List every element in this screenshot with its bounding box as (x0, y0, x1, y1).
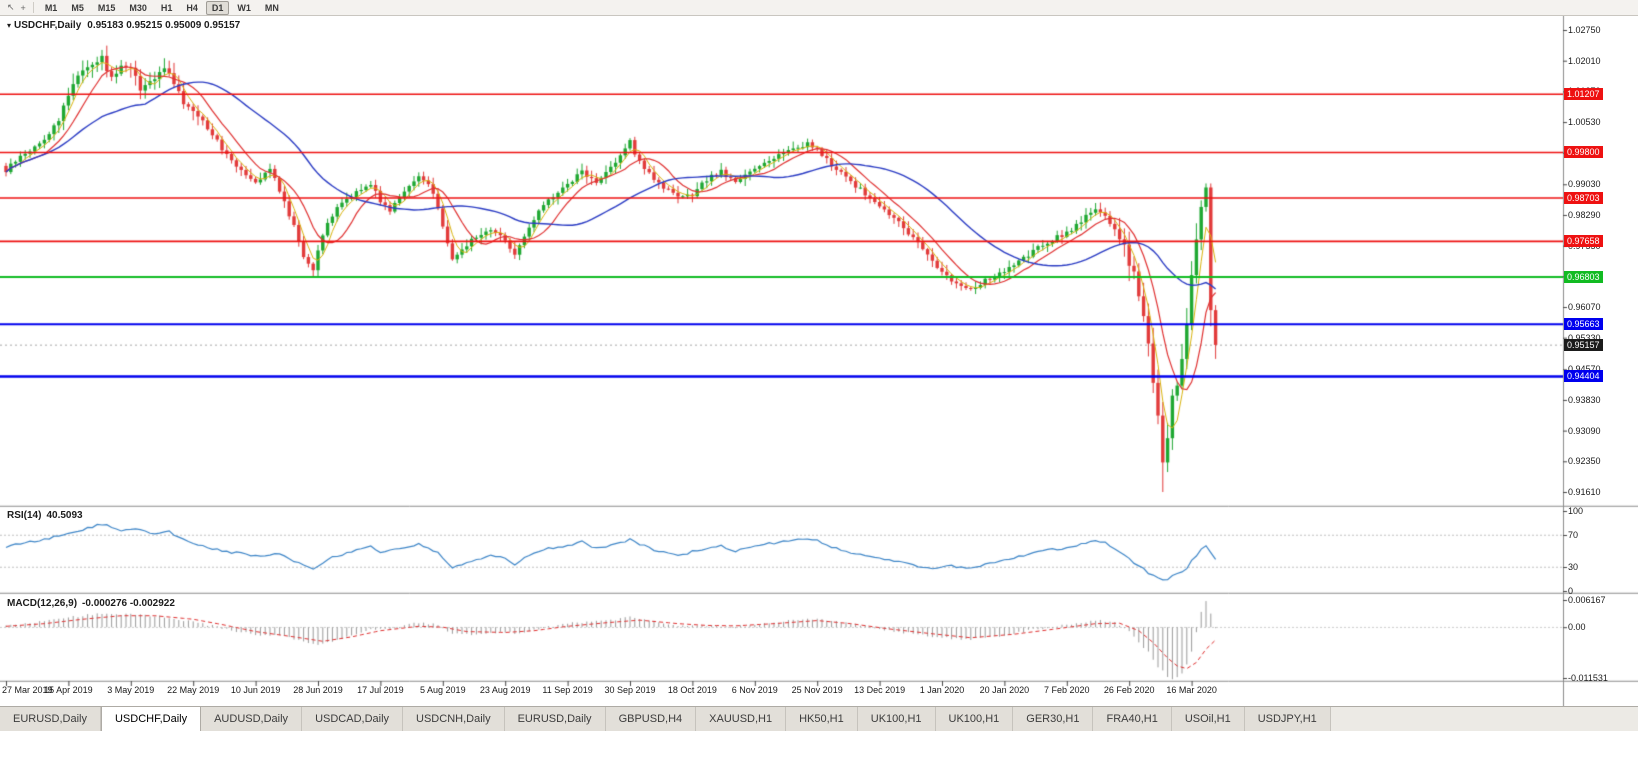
timeframe-button-m1[interactable]: M1 (44, 2, 58, 13)
date-axis-label: 1 Jan 2020 (919, 685, 965, 695)
chart-tab-hk50-h1[interactable]: HK50,H1 (786, 707, 858, 731)
rsi-value: 40.5093 (46, 510, 83, 521)
chart-tab-fra40-h1[interactable]: FRA40,H1 (1093, 707, 1172, 731)
chart-tab-gbpusd-h4[interactable]: GBPUSD,H4 (605, 707, 697, 731)
date-axis-label: 10 Jun 2019 (230, 685, 281, 695)
rsi-axis-tick: 70 (1568, 530, 1579, 540)
date-axis-label: 15 Apr 2019 (44, 685, 93, 695)
price-axis-tick: 0.93830 (1568, 394, 1601, 405)
horizontal-line-price-tag[interactable]: 0.95663 (1564, 317, 1603, 330)
chart-tab-xauusd-h1[interactable]: XAUUSD,H1 (696, 707, 787, 731)
chart-tab-usdcad-daily[interactable]: USDCAD,Daily (302, 707, 404, 731)
horizontal-line-price-tag[interactable]: 0.99800 (1564, 146, 1603, 159)
rsi-axis-tick: 100 (1568, 506, 1584, 516)
date-axis-label: 16 Mar 2020 (1166, 685, 1217, 695)
date-axis-label: 23 Aug 2019 (479, 685, 531, 695)
horizontal-line-price-tag[interactable]: 0.97658 (1564, 235, 1603, 248)
price-axis-tick: 1.02750 (1568, 25, 1601, 35)
chart-tab-uk100-h1[interactable]: UK100,H1 (935, 707, 1014, 731)
top-toolbar: ↖ + M1 M5 M15 M30 H1 H4 D1 W1 MN (0, 0, 1638, 16)
date-axis-label: 5 Aug 2019 (420, 685, 466, 695)
price-axis-tick: 0.92350 (1568, 456, 1601, 467)
timeframe-button-m15[interactable]: M15 (97, 2, 116, 13)
macd-indicator-label: MACD(12,26,9) -0.000276 -0.002922 (7, 598, 180, 609)
chart-title: ▾ USDCHF,Daily 0.95183 0.95215 0.95009 0.9… (7, 20, 240, 31)
rsi-name: RSI(14) (7, 510, 42, 521)
chart-tab-eurusd-daily[interactable]: EURUSD,Daily (504, 707, 606, 731)
date-axis-label: 30 Sep 2019 (604, 685, 656, 695)
chart-tab-bar: EURUSD,Daily USDCHF,Daily AUDUSD,Daily USDC… (0, 706, 1638, 731)
date-axis-label: 28 Jun 2019 (293, 685, 343, 695)
macd-name: MACD(12,26,9) (7, 598, 78, 609)
chart-tab-ger30-h1[interactable]: GER30,H1 (1013, 707, 1094, 731)
date-axis-label: 26 Feb 2020 (1103, 685, 1155, 695)
chart-tab-usoil-h1[interactable]: USOil,H1 (1171, 707, 1245, 731)
price-axis-tick: 0.93090 (1568, 425, 1601, 436)
date-axis-label: 18 Oct 2019 (667, 685, 717, 695)
chart-canvas[interactable] (0, 16, 1638, 706)
horizontal-line-price-tag[interactable]: 0.94404 (1564, 370, 1603, 383)
horizontal-line-price-tag[interactable]: 0.98703 (1564, 191, 1603, 204)
chart-symbol-label: USDCHF,Daily (14, 20, 82, 31)
macd-values: -0.000276 -0.002922 (82, 598, 175, 609)
expand-triangle-icon[interactable]: ▾ (7, 21, 12, 30)
crosshair-icon[interactable]: + (20, 2, 26, 13)
date-axis-label: 3 May 2019 (107, 685, 155, 695)
toolbar-separator (32, 2, 34, 13)
chart-tab-usdchf-daily[interactable]: USDCHF,Daily (100, 707, 202, 731)
current-price-tag: 0.95157 (1564, 338, 1603, 351)
price-axis-tick: 0.99030 (1568, 179, 1601, 190)
chart-ohlc-values: 0.95183 0.95215 0.95009 0.95157 (87, 20, 241, 31)
timeframe-button-w1[interactable]: W1 (237, 2, 251, 13)
chart-tab-audusd-daily[interactable]: AUDUSD,Daily (201, 707, 303, 731)
date-axis-label: 7 Feb 2020 (1044, 685, 1090, 695)
macd-axis-tick: -0.011531 (1568, 673, 1608, 683)
rsi-axis-tick: 0 (1568, 586, 1574, 596)
rsi-indicator-label: RSI(14) 40.5093 (7, 510, 88, 521)
price-axis-tick: 0.94570 (1568, 364, 1601, 374)
timeframe-button-m5[interactable]: M5 (71, 2, 84, 13)
date-axis-label: 11 Sep 2019 (542, 685, 593, 695)
macd-axis-tick: 0.006167 (1568, 595, 1606, 605)
date-axis-label: 6 Nov 2019 (731, 685, 778, 695)
price-axis-tick: 0.95330 (1568, 332, 1601, 343)
date-axis-label: 25 Nov 2019 (791, 685, 843, 695)
timeframe-button-m30[interactable]: M30 (129, 2, 147, 13)
horizontal-line-price-tag[interactable]: 0.96803 (1564, 270, 1603, 283)
chart-tab-eurusd-daily[interactable]: EURUSD,Daily (0, 707, 101, 731)
date-axis-label: 22 May 2019 (167, 685, 220, 695)
timeframe-button-d1[interactable]: D1 (205, 0, 230, 15)
chart-tab-usdjpy-h1[interactable]: USDJPY,H1 (1244, 707, 1331, 731)
price-axis-tick: 1.00530 (1568, 117, 1601, 128)
date-axis-label: 20 Jan 2020 (979, 685, 1030, 695)
price-axis-tick: 0.98290 (1568, 209, 1601, 220)
price-axis-tick: 1.02010 (1568, 55, 1601, 66)
timeframe-button-h4[interactable]: H4 (186, 2, 198, 13)
date-axis-label: 13 Dec 2019 (854, 685, 906, 695)
cursor-icon[interactable]: ↖ (7, 2, 15, 12)
date-axis-label: 27 Mar 2019 (2, 685, 53, 695)
timeframe-button-h1[interactable]: H1 (160, 2, 173, 13)
horizontal-line-price-tag[interactable]: 1.01207 (1564, 87, 1603, 100)
chart-tab-usdcnh-daily[interactable]: USDCNH,Daily (403, 707, 505, 731)
timeframe-button-mn[interactable]: MN (264, 2, 279, 13)
date-axis-label: 17 Jul 2019 (357, 685, 404, 695)
price-axis-tick: 0.96070 (1568, 302, 1601, 313)
macd-axis-tick: 0.00 (1568, 622, 1586, 633)
price-axis-tick: 0.91610 (1568, 487, 1601, 497)
chart-tab-uk100-h1[interactable]: UK100,H1 (857, 707, 936, 731)
rsi-axis-tick: 30 (1568, 562, 1579, 572)
